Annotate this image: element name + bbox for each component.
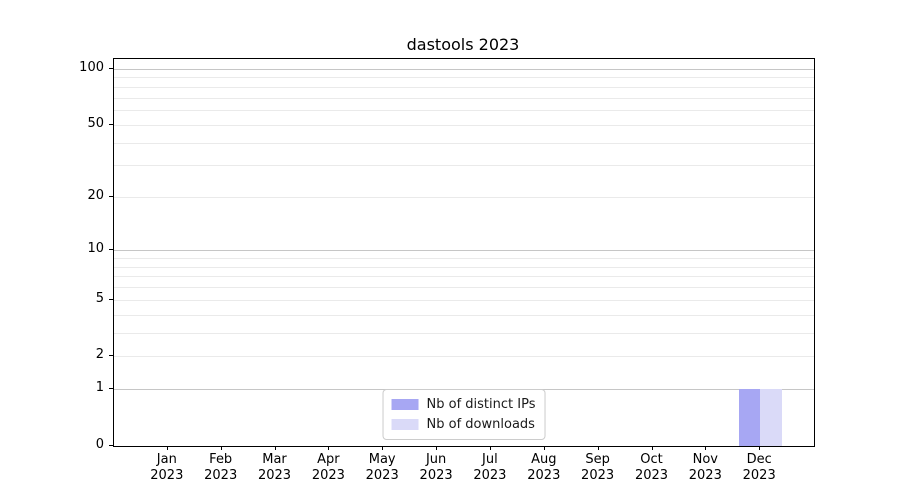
x-tick-month: Aug (531, 452, 557, 467)
x-tick-year: 2023 (688, 468, 722, 483)
y-tick-mark (109, 249, 113, 251)
y-tick-label: 50 (87, 115, 104, 131)
x-tick-year: 2023 (365, 468, 399, 483)
x-tick-mark (166, 446, 168, 450)
gridline-major (114, 250, 814, 252)
x-tick-label-jan: Jan 2023 (135, 452, 199, 484)
legend-item-distinct-ips: Nb of distinct IPs (391, 397, 536, 412)
x-tick-year: 2023 (419, 468, 453, 483)
x-tick-year: 2023 (204, 468, 238, 483)
y-tick-label: 5 (95, 290, 104, 306)
x-tick-month: Dec (746, 452, 772, 467)
plot-area: Nb of distinct IPs Nb of downloads (113, 58, 815, 447)
gridline-minor (114, 197, 814, 199)
x-tick-year: 2023 (634, 468, 669, 483)
x-tick-mark (543, 446, 545, 450)
x-tick-month: Apr (317, 452, 340, 467)
x-tick-month: Mar (262, 452, 287, 467)
y-tick-mark (109, 445, 113, 446)
x-tick-month: Jun (425, 452, 447, 467)
y-tick-label: 20 (87, 188, 104, 204)
x-tick-year: 2023 (257, 468, 292, 483)
gridline-minor (114, 276, 814, 278)
x-tick-label-may: May 2023 (350, 452, 414, 484)
x-tick-year: 2023 (150, 468, 184, 483)
x-tick-year: 2023 (527, 468, 561, 483)
legend-label-downloads: Nb of downloads (426, 417, 535, 432)
x-tick-month: Nov (692, 452, 718, 467)
x-tick-label-nov: Nov 2023 (673, 452, 737, 484)
x-tick-mark (328, 446, 330, 450)
legend-swatch-distinct-ips (391, 399, 419, 410)
gridline-minor (114, 110, 814, 112)
y-tick-label: 100 (79, 59, 104, 75)
x-tick-year: 2023 (742, 468, 776, 483)
x-tick-mark (651, 446, 653, 450)
gridline-minor (114, 314, 814, 316)
x-tick-label-mar: Mar 2023 (243, 452, 307, 484)
bar-dec-series0 (738, 389, 761, 446)
gridline-minor (114, 77, 814, 79)
gridline-minor (114, 287, 814, 288)
x-tick-mark (274, 446, 276, 450)
y-tick-label: 1 (95, 380, 104, 396)
y-tick-mark (109, 355, 113, 357)
legend-item-downloads: Nb of downloads (391, 417, 536, 432)
x-tick-label-dec: Dec 2023 (727, 452, 791, 484)
x-tick-mark (759, 446, 761, 450)
gridline-minor (114, 124, 814, 126)
chart-title: dastools 2023 (406, 35, 520, 54)
x-tick-month: Feb (209, 452, 233, 467)
gridline-minor (114, 142, 814, 144)
x-tick-mark (705, 446, 707, 450)
y-tick-mark (109, 298, 113, 300)
gridline-minor (114, 257, 814, 259)
x-tick-year: 2023 (311, 468, 345, 483)
x-tick-mark (220, 446, 222, 450)
x-tick-month: May (368, 452, 396, 467)
legend: Nb of distinct IPs Nb of downloads (382, 389, 546, 440)
x-tick-label-apr: Apr 2023 (296, 452, 360, 484)
y-tick-mark (109, 196, 113, 198)
x-tick-month: Sep (585, 452, 610, 467)
x-tick-year: 2023 (473, 468, 507, 483)
x-tick-label-feb: Feb 2023 (189, 452, 253, 484)
x-tick-label-aug: Aug 2023 (512, 452, 576, 484)
y-tick-label: 2 (95, 347, 104, 363)
x-tick-mark (436, 446, 438, 450)
gridline-major (114, 68, 814, 70)
gridline-minor (114, 299, 814, 301)
gridline-minor (114, 356, 814, 358)
y-tick-mark (109, 388, 113, 390)
x-tick-mark (382, 446, 384, 450)
gridline-minor (114, 86, 814, 88)
x-tick-month: Oct (640, 452, 663, 467)
y-tick-label: 0 (95, 437, 104, 452)
x-tick-label-sep: Sep 2023 (566, 452, 630, 484)
x-tick-mark (597, 446, 599, 450)
x-tick-label-jun: Jun 2023 (404, 452, 468, 484)
bar-dec-series1 (760, 389, 782, 446)
gridline-minor (114, 332, 814, 334)
x-tick-year: 2023 (581, 468, 615, 483)
gridline-minor (114, 165, 814, 167)
x-tick-month: Jul (482, 452, 498, 467)
y-tick-label: 10 (87, 241, 104, 257)
legend-label-distinct-ips: Nb of distinct IPs (426, 397, 536, 412)
y-tick-mark (109, 123, 113, 125)
gridline-minor (114, 97, 814, 99)
x-tick-label-jul: Jul 2023 (458, 452, 522, 484)
x-tick-label-oct: Oct 2023 (620, 452, 684, 484)
x-tick-month: Jan (156, 452, 177, 467)
y-tick-mark (109, 67, 113, 69)
gridline-minor (114, 266, 814, 268)
legend-swatch-downloads (391, 419, 419, 430)
x-tick-mark (489, 446, 491, 450)
